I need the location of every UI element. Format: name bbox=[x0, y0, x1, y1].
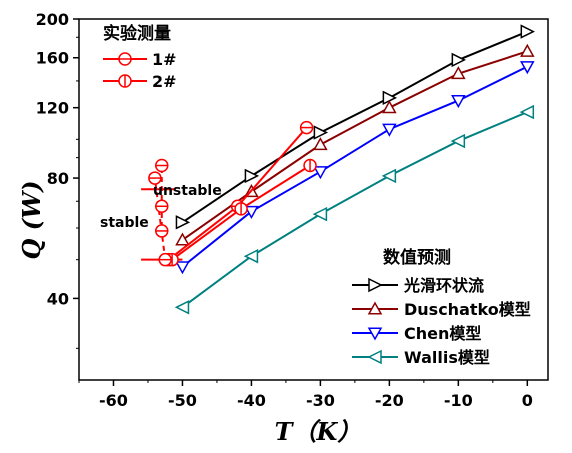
data-point-marker bbox=[450, 133, 466, 149]
series-line bbox=[181, 111, 528, 309]
x-axis-title: T（K） bbox=[275, 417, 362, 446]
y-tick-label: 160 bbox=[36, 49, 69, 68]
x-tick-label: 0 bbox=[522, 391, 533, 410]
data-point-marker bbox=[244, 205, 259, 220]
data-point-marker bbox=[367, 301, 383, 315]
series-group bbox=[165, 158, 317, 267]
x-tick-label: -30 bbox=[306, 391, 335, 410]
y-tick-label: 80 bbox=[47, 169, 69, 188]
legend-entry-label: Wallis模型 bbox=[404, 348, 490, 367]
data-point-marker bbox=[367, 349, 382, 365]
x-tick-label: -10 bbox=[444, 391, 473, 410]
data-point-marker bbox=[174, 300, 190, 315]
data-point-marker bbox=[313, 125, 329, 140]
legend-entry-label: 2# bbox=[152, 72, 177, 91]
y-tick-label: 40 bbox=[47, 289, 69, 308]
data-point-marker bbox=[175, 215, 191, 230]
data-point-marker bbox=[382, 100, 397, 114]
x-tick-label: -20 bbox=[375, 391, 404, 410]
data-point-marker bbox=[451, 52, 467, 68]
data-point-marker bbox=[367, 327, 383, 341]
data-point-marker bbox=[451, 66, 466, 80]
plot-frame bbox=[78, 18, 549, 381]
data-point-marker bbox=[381, 168, 397, 184]
data-point-marker bbox=[520, 24, 535, 39]
series-group bbox=[174, 104, 535, 315]
data-point-marker bbox=[382, 123, 397, 137]
legend-experiment: 实验测量 1# 2# bbox=[103, 23, 177, 91]
series-line bbox=[181, 65, 528, 268]
data-point-marker bbox=[175, 261, 190, 275]
legend-entry-label: 光滑环状流 bbox=[403, 276, 484, 295]
x-tick-label: -60 bbox=[99, 391, 128, 410]
data-point-marker bbox=[368, 277, 383, 293]
data-point-marker bbox=[520, 61, 535, 75]
data-point-marker bbox=[175, 232, 190, 246]
legend-entry-label: Chen模型 bbox=[404, 324, 481, 343]
legend-entry-label: 1# bbox=[152, 50, 177, 69]
data-point-marker bbox=[312, 206, 328, 222]
series-line bbox=[181, 50, 528, 241]
data-point-marker bbox=[313, 166, 328, 180]
y-tick-label: 200 bbox=[36, 10, 69, 29]
series-group bbox=[175, 43, 535, 246]
data-point-marker bbox=[244, 168, 260, 184]
y-tick-label: 120 bbox=[36, 99, 69, 118]
series-line bbox=[181, 30, 528, 224]
data-point-marker bbox=[313, 137, 328, 151]
legend-experiment-title: 实验测量 bbox=[103, 23, 171, 44]
series-group bbox=[148, 158, 172, 267]
data-point-marker bbox=[519, 104, 535, 120]
data-point-marker bbox=[451, 95, 466, 109]
legend-entry-label: Duschatko模型 bbox=[404, 300, 531, 319]
x-tick-label: -50 bbox=[168, 391, 197, 410]
annotation-unstable: unstable bbox=[153, 183, 222, 199]
data-point-marker bbox=[520, 43, 535, 57]
x-tick-label: -40 bbox=[237, 391, 266, 410]
legend-prediction-title: 数值预测 bbox=[383, 247, 451, 268]
annotation-stable: stable bbox=[100, 215, 149, 231]
data-point-marker bbox=[243, 249, 259, 264]
series-group bbox=[175, 61, 535, 275]
y-axis-title: Q (W) bbox=[17, 181, 46, 260]
